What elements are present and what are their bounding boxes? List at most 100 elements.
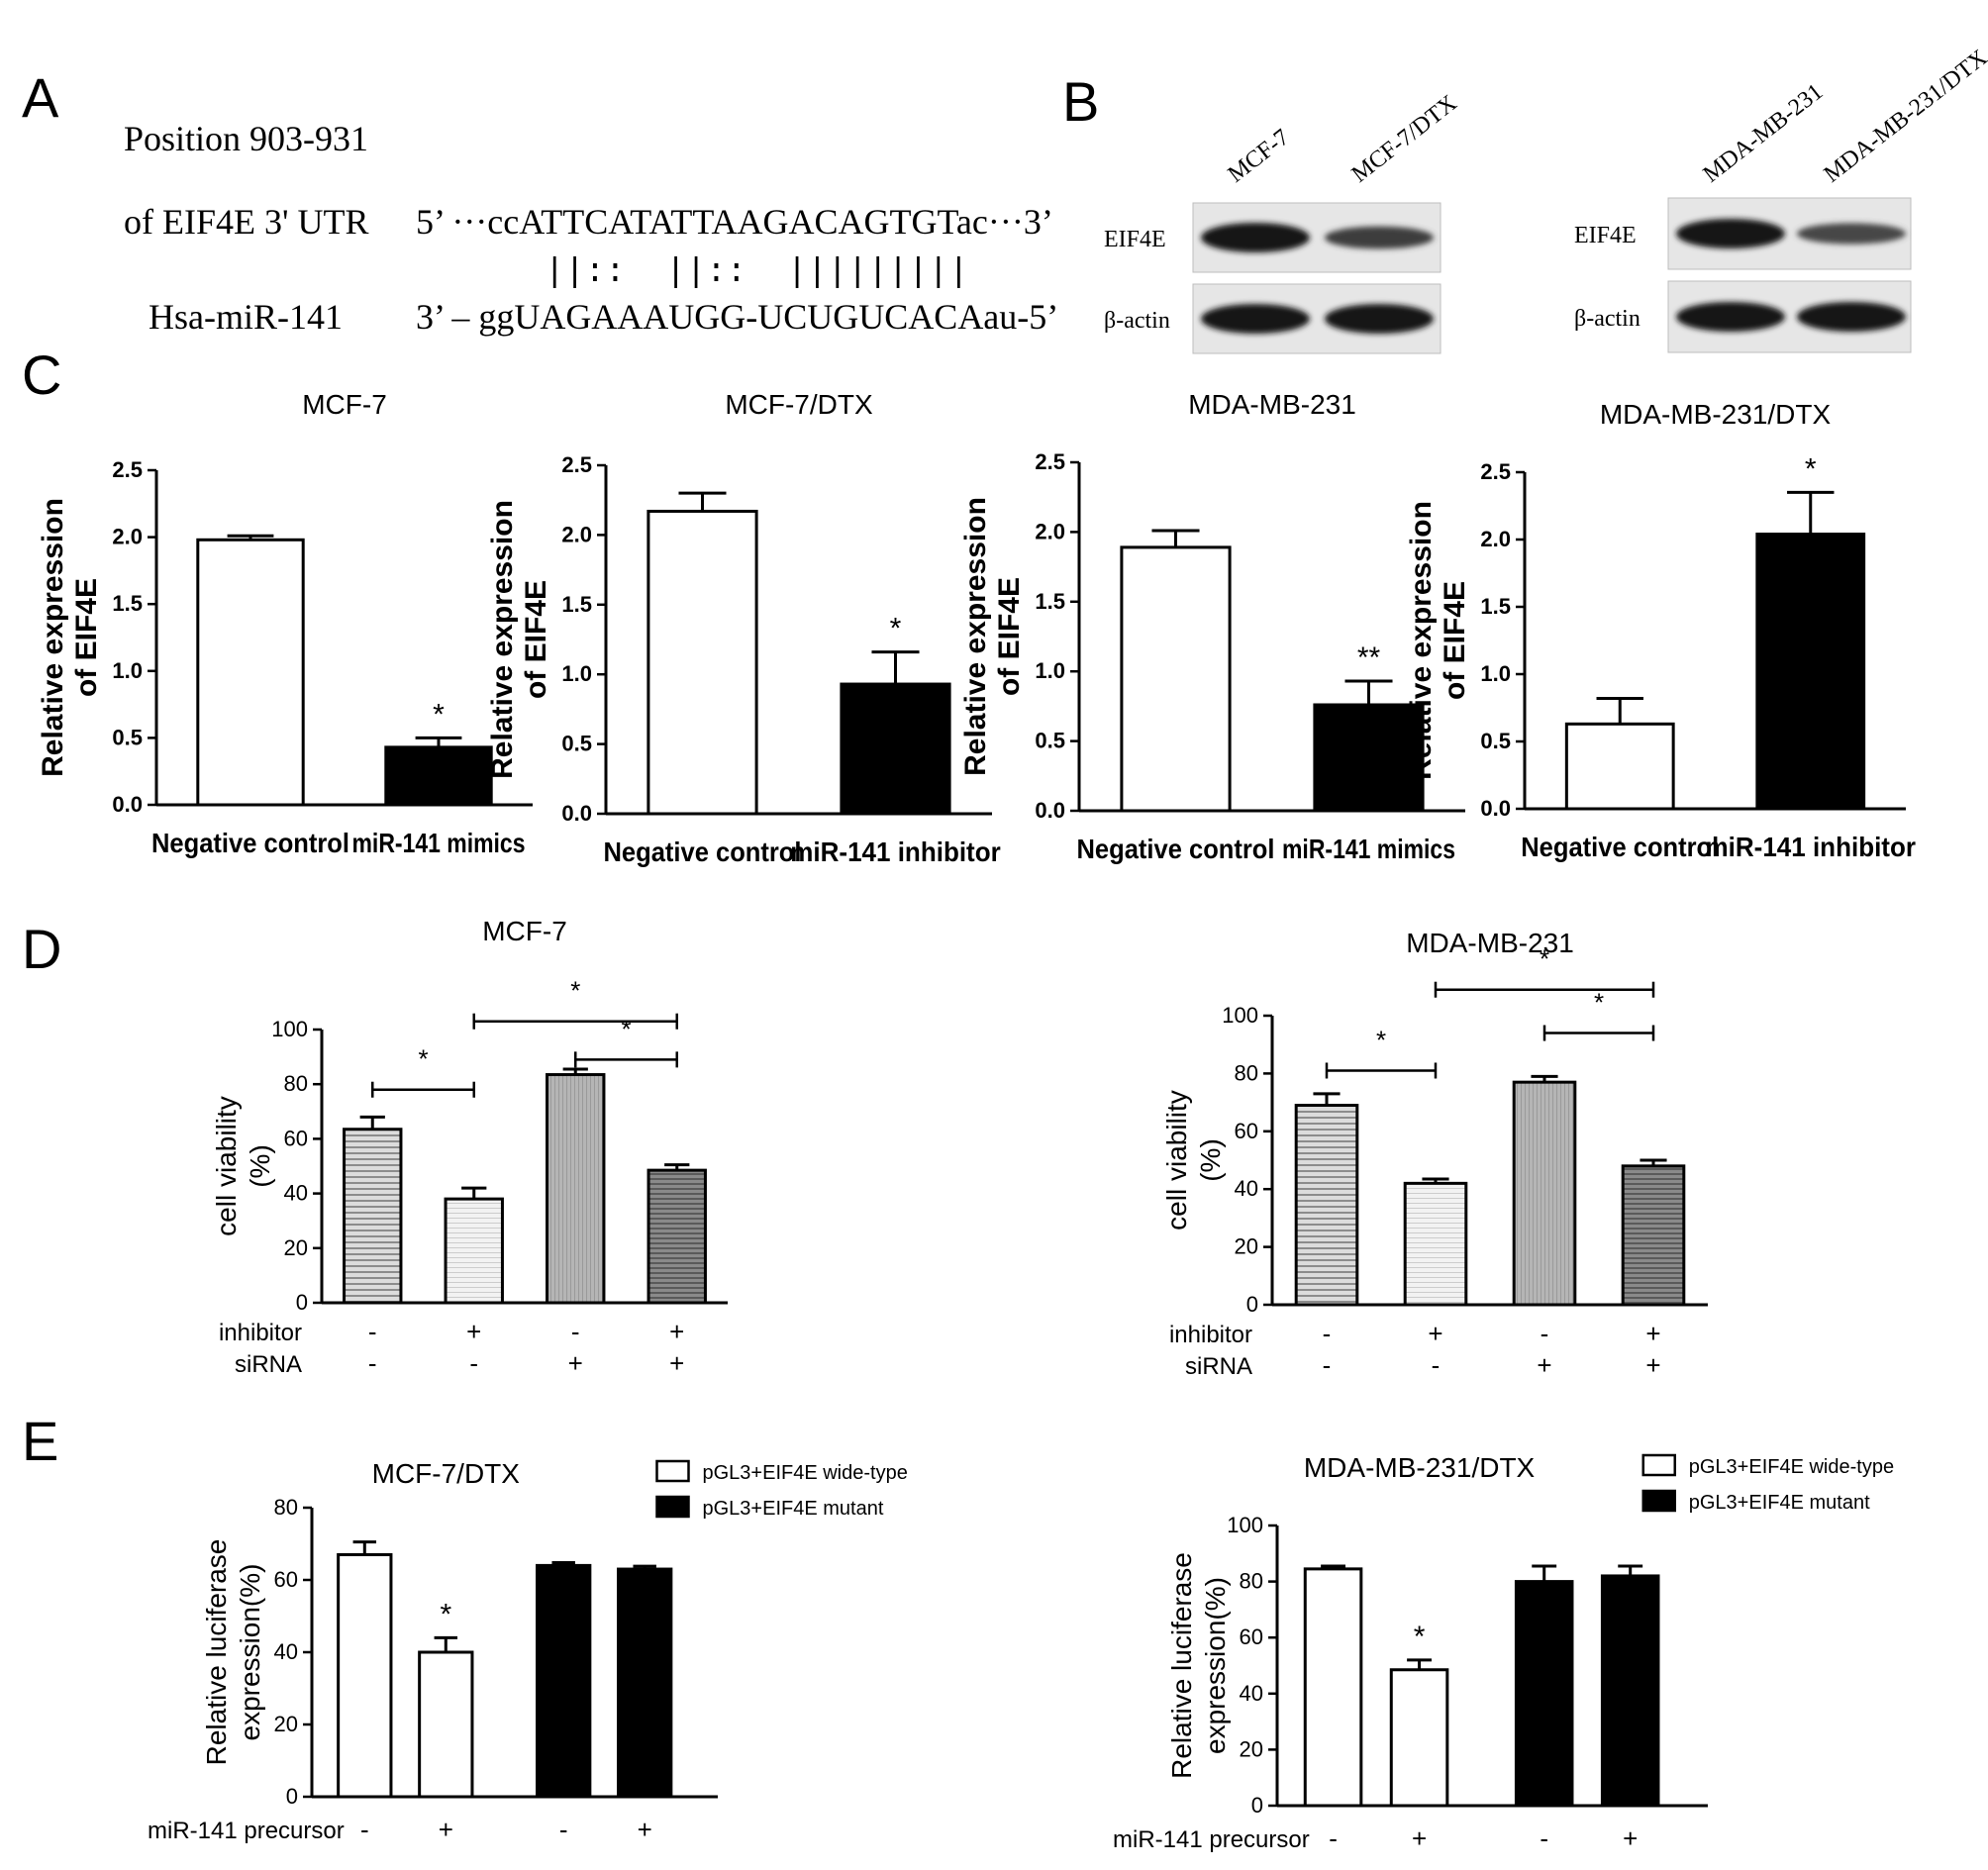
row-sign: + (1645, 1350, 1660, 1380)
panel-label-e: E (22, 1410, 58, 1472)
blot-band (1201, 304, 1310, 334)
y-axis-label-line: of EIF4E (70, 578, 103, 697)
bar (1512, 1080, 1577, 1307)
significance-marker: * (1805, 452, 1817, 485)
y-tick-label: 40 (1240, 1681, 1263, 1706)
y-axis-label: cell viability (%) (211, 1096, 275, 1236)
y-axis-label: Relative expressionof EIF4E (959, 497, 1026, 776)
bar (840, 682, 951, 816)
bar (1514, 1580, 1574, 1808)
y-tick-label: 60 (1240, 1624, 1263, 1649)
row-sign: + (439, 1815, 453, 1844)
y-axis-label-line: Relative expression (959, 497, 992, 776)
bar (646, 509, 758, 816)
row-sign: + (638, 1815, 652, 1844)
y-tick-label: 60 (1235, 1119, 1258, 1143)
chart-title: MCF-7/DTX (372, 1458, 521, 1489)
bar (1600, 1574, 1660, 1808)
x-category-label: Negative control (1521, 832, 1719, 862)
y-tick-label: 0.5 (112, 725, 143, 749)
y-tick-label: 80 (274, 1495, 298, 1520)
row-sign: + (669, 1348, 684, 1378)
alignment-mirna-label: Hsa-miR-141 (149, 297, 343, 337)
row-sign: + (568, 1348, 583, 1378)
row-sign: - (1541, 1319, 1549, 1348)
y-axis-label-line: of EIF4E (1439, 581, 1471, 700)
row-sign: - (469, 1348, 478, 1378)
blot-lane-label: MDA-MB-231 (1699, 79, 1829, 188)
y-tick-label: 100 (271, 1017, 308, 1041)
bar (1303, 1567, 1363, 1808)
bracket-star: * (1594, 988, 1604, 1018)
blot-row-label: β-actin (1574, 306, 1640, 332)
y-tick-label: 100 (1222, 1003, 1258, 1028)
x-category-label: miR-141 inhibitor (1706, 832, 1917, 862)
y-axis-label-line: (%) (245, 1144, 275, 1188)
y-tick-label: 2.5 (561, 452, 592, 477)
blot-lane-label: MDA-MB-231/DTX (1820, 45, 1988, 187)
y-tick-label: 0 (1251, 1793, 1263, 1818)
row-sign: + (1623, 1823, 1638, 1853)
row-label: inhibitor (1169, 1322, 1252, 1348)
y-tick-label: 2.5 (1480, 459, 1511, 484)
y-axis-label-line: Relative luciferase (201, 1539, 232, 1766)
blot-0: MCF-7 MCF-7/DTX EIF4E β-actin (1104, 90, 1462, 354)
legend-label: pGL3+EIF4E mutant (703, 1498, 884, 1520)
y-tick-label: 1.5 (1480, 594, 1511, 619)
y-tick-label: 0.5 (1035, 729, 1065, 753)
blot-band (1676, 219, 1785, 248)
bar (196, 538, 305, 807)
y-tick-label: 40 (274, 1639, 298, 1664)
chart-2: MDA-MB-231 0.0 0.5 1.0 1.5 2.0 2.5 Relative exp… (959, 389, 1465, 864)
y-axis-label-line: Relative expression (1405, 501, 1438, 780)
y-axis-label-line: Relative expression (486, 500, 519, 779)
blot-band (1676, 302, 1785, 332)
y-axis-label: Relative expressionof EIF4E (486, 500, 552, 779)
row-sign: + (1645, 1319, 1660, 1348)
chart-title: MCF-7 (482, 916, 567, 946)
y-tick-label: 0.5 (561, 732, 592, 756)
blot-band (1325, 304, 1434, 334)
legend-swatch (1641, 1489, 1676, 1513)
bracket-star: * (1376, 1025, 1386, 1054)
y-axis-label: Relative expressionof EIF4E (37, 498, 103, 777)
y-axis-label-line: Relative luciferase (1166, 1552, 1197, 1779)
y-tick-label: 40 (1235, 1176, 1258, 1201)
row-sign: + (1428, 1319, 1442, 1348)
bracket-star: * (418, 1044, 428, 1074)
significance-marker: * (433, 698, 445, 731)
significance-marker: ** (1357, 641, 1381, 674)
charts-container: MCF-7 0.0 0.5 1.0 1.5 2.0 2.5 Relative expressi… (37, 389, 1916, 1853)
chart-1: MCF-7/DTX 0.0 0.5 1.0 1.5 2.0 2.5 Relative expr… (486, 389, 1001, 867)
y-tick-label: 0 (296, 1290, 308, 1315)
blot-band (1797, 223, 1906, 245)
bar (1313, 703, 1425, 813)
alignment-position: Position 903-931 (124, 119, 368, 158)
y-tick-label: 100 (1227, 1513, 1263, 1537)
bar (384, 745, 493, 807)
bar (536, 1563, 592, 1799)
row-label: inhibitor (219, 1320, 302, 1346)
y-tick-label: 60 (284, 1126, 308, 1150)
y-tick-label: 20 (1240, 1736, 1263, 1761)
y-axis-label-line: of EIF4E (520, 580, 552, 699)
y-tick-label: 20 (274, 1712, 298, 1736)
y-tick-label: 0.0 (1035, 798, 1065, 823)
row-sign: - (1329, 1823, 1338, 1853)
y-tick-label: 0.0 (112, 792, 143, 817)
row-sign: + (1412, 1823, 1427, 1853)
row-sign: - (1323, 1319, 1332, 1348)
y-axis-label: cell viability (%) (1161, 1090, 1226, 1230)
significance-marker: * (440, 1598, 451, 1630)
row-label: miR-141 precursor (1113, 1826, 1310, 1853)
y-tick-label: 1.0 (112, 658, 143, 683)
bar (1120, 545, 1232, 813)
y-tick-label: 1.0 (561, 661, 592, 686)
bar (646, 1168, 707, 1305)
row-label: miR-141 precursor (148, 1818, 345, 1844)
y-axis-label-line: cell viability (1161, 1090, 1192, 1230)
chart-5: MDA-MB-231 0 20 40 60 80 100 cell viability (%) *… (1161, 928, 1708, 1380)
y-axis-label-line: (%) (1195, 1138, 1226, 1182)
bar (1621, 1164, 1686, 1307)
row-sign: - (368, 1348, 377, 1378)
